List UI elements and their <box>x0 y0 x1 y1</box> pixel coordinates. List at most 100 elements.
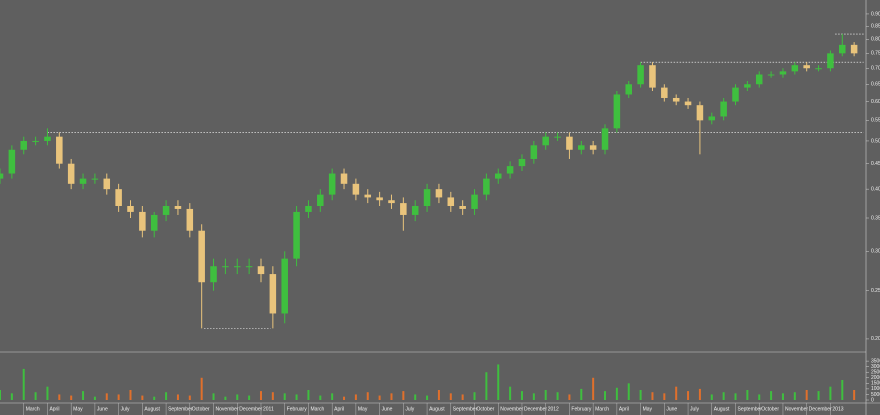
volume-bar <box>212 393 215 400</box>
candle-body <box>613 94 621 129</box>
volume-bar <box>592 377 595 400</box>
volume-bar <box>473 392 476 400</box>
candle-body <box>803 65 810 69</box>
candle-body <box>708 116 716 121</box>
volume-bar <box>461 394 464 400</box>
candle-body <box>139 211 146 231</box>
candle-body <box>281 258 288 314</box>
x-tick-label: August <box>429 406 445 412</box>
volume-bar <box>698 388 701 400</box>
y-tick-label: 0.35 <box>871 215 880 221</box>
volume-bar <box>437 390 440 400</box>
y-tick-label: 0.60 <box>871 99 880 105</box>
volume-bar <box>34 392 37 400</box>
x-tick-label: September <box>453 406 478 412</box>
candle-body <box>257 266 265 275</box>
candle-body <box>839 44 846 54</box>
volume-bar <box>176 394 179 400</box>
candle-body <box>222 266 229 268</box>
x-tick-label: December <box>524 406 547 412</box>
y-tick-label: 0.45 <box>871 161 880 167</box>
candle-body <box>340 173 348 184</box>
candle-body <box>459 205 466 209</box>
candle-body <box>661 87 668 98</box>
y-tick-label: 0.30 <box>871 249 880 255</box>
volume-bar <box>259 391 262 400</box>
candle-body <box>637 65 644 85</box>
volume-bar <box>141 395 144 400</box>
volume-bar <box>651 392 654 400</box>
candle-body <box>317 194 324 206</box>
candle-body <box>601 128 609 150</box>
x-tick-label: December <box>239 406 262 412</box>
volume-bar <box>781 393 784 400</box>
candle-body <box>376 197 383 201</box>
candle-body <box>720 101 727 117</box>
candle-body <box>744 84 751 88</box>
candle-body <box>352 183 360 195</box>
candle-body <box>198 230 205 283</box>
volume-bar <box>200 377 203 400</box>
candle-body <box>115 189 122 206</box>
candle-body <box>506 166 514 174</box>
x-tick-label: July <box>405 406 414 412</box>
volume-bar <box>402 391 405 400</box>
volume-bar <box>283 393 286 400</box>
volume-bar <box>0 390 1 400</box>
volume-bar <box>248 395 251 400</box>
candle-body <box>20 140 27 150</box>
x-tick-label: February <box>287 406 308 412</box>
x-tick-label: October <box>477 406 495 412</box>
volume-tick-label: 10000 <box>871 386 880 392</box>
candle-body <box>483 178 490 195</box>
volume-bar <box>734 393 737 400</box>
x-tick-label: April <box>619 406 629 412</box>
volume-bar <box>414 394 417 400</box>
x-tick-label: July <box>690 406 699 412</box>
volume-bar <box>93 396 96 400</box>
candle-body <box>411 205 419 215</box>
candle-body <box>423 189 431 206</box>
candle-body <box>696 105 704 121</box>
candle-body <box>447 197 455 206</box>
candle-body <box>162 205 170 215</box>
y-tick-label: 0.75 <box>871 51 880 57</box>
volume-bar <box>343 396 346 400</box>
x-tick-label: October <box>761 406 779 412</box>
volume-bar <box>615 387 618 400</box>
candle-body <box>328 173 336 195</box>
x-tick-label: December <box>809 406 832 412</box>
x-tick-label: November <box>785 406 808 412</box>
volume-bar <box>770 391 773 400</box>
candle-body <box>554 136 561 138</box>
x-tick-label: April <box>334 406 344 412</box>
volume-bar <box>627 383 630 400</box>
volume-bar <box>319 395 322 400</box>
volume-bar <box>509 386 512 400</box>
volume-tick-label: 25000 <box>871 370 880 376</box>
candle-body <box>589 145 597 150</box>
candle-body <box>649 65 656 88</box>
candle-body <box>150 214 158 231</box>
volume-bar <box>841 380 844 400</box>
candle-body <box>56 136 63 164</box>
x-tick-label: October <box>192 406 210 412</box>
x-tick-label: November <box>216 406 239 412</box>
candle-body <box>530 145 538 159</box>
x-tick-label: March <box>310 406 324 412</box>
volume-bar <box>449 393 452 400</box>
candle-body <box>494 173 502 179</box>
volume-bar <box>544 390 547 400</box>
x-tick-label: November <box>500 406 523 412</box>
volume-bar <box>853 390 856 400</box>
volume-bar <box>366 392 369 400</box>
y-tick-label: 0.20 <box>871 336 880 342</box>
x-tick-label: September <box>168 406 193 412</box>
volume-bar <box>687 391 690 400</box>
candle-body <box>435 189 443 198</box>
candle-body <box>269 274 277 314</box>
volume-bar <box>58 394 61 400</box>
